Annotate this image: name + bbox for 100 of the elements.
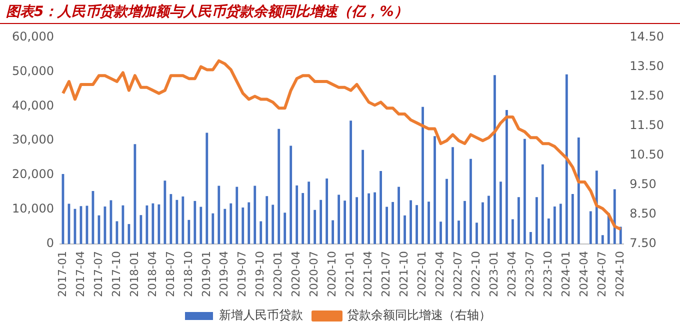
bar bbox=[458, 220, 460, 244]
y2-tick-label: 14.50 bbox=[630, 29, 664, 44]
y-tick-label: 0 bbox=[46, 236, 54, 250]
bar bbox=[553, 206, 556, 244]
x-tick-label: 2017-07 bbox=[92, 251, 105, 298]
bar bbox=[392, 202, 394, 244]
bar bbox=[380, 170, 382, 244]
y2-tick-label: 8.50 bbox=[630, 206, 656, 221]
bar bbox=[589, 211, 592, 244]
bar bbox=[446, 178, 448, 244]
bar bbox=[212, 213, 214, 244]
bar bbox=[470, 158, 472, 244]
y2-tick-label: 7.50 bbox=[630, 236, 656, 250]
y2-tick-label: 9.50 bbox=[630, 177, 656, 192]
bar bbox=[374, 192, 376, 244]
bar bbox=[565, 74, 568, 244]
y-tick-label: 20,000 bbox=[12, 167, 54, 182]
bar bbox=[140, 215, 142, 244]
bar bbox=[595, 170, 598, 244]
bar bbox=[302, 193, 304, 244]
bar bbox=[404, 215, 406, 244]
bar bbox=[410, 200, 412, 244]
y2-tick-label: 12.50 bbox=[630, 88, 664, 102]
bar bbox=[194, 200, 196, 244]
bar bbox=[440, 222, 442, 244]
bar bbox=[434, 136, 436, 244]
bar bbox=[356, 197, 358, 244]
bar bbox=[368, 193, 370, 244]
bar bbox=[242, 208, 244, 244]
bar bbox=[260, 221, 262, 244]
bar bbox=[506, 110, 508, 244]
y-tick-label: 40,000 bbox=[12, 98, 54, 112]
bar bbox=[530, 232, 532, 244]
bar bbox=[482, 202, 484, 244]
x-tick-label: 2019-04 bbox=[218, 251, 231, 298]
bar bbox=[476, 222, 478, 244]
x-tick-label: 2021-07 bbox=[380, 251, 393, 298]
x-tick-label: 2020-10 bbox=[326, 251, 339, 298]
x-tick-label: 2024-07 bbox=[596, 251, 609, 298]
bar bbox=[541, 164, 544, 244]
bar bbox=[452, 147, 454, 244]
bar bbox=[338, 194, 340, 244]
legend-label: 贷款余额同比增速（右轴） bbox=[347, 308, 491, 322]
bar bbox=[266, 196, 268, 244]
bar bbox=[284, 212, 286, 244]
bar bbox=[146, 205, 148, 244]
x-tick-label: 2018-04 bbox=[146, 251, 159, 298]
bar bbox=[398, 186, 400, 244]
y-tick-label: 50,000 bbox=[12, 64, 54, 78]
bar bbox=[218, 186, 220, 244]
bar bbox=[128, 224, 130, 244]
bar bbox=[290, 146, 292, 244]
x-tick-label: 2021-10 bbox=[398, 251, 411, 298]
bar bbox=[488, 196, 490, 244]
bar bbox=[296, 185, 298, 244]
x-tick-label: 2019-10 bbox=[254, 251, 267, 298]
y-tick-label: 30,000 bbox=[12, 132, 54, 147]
x-tick-label: 2023-01 bbox=[488, 251, 501, 298]
bar bbox=[422, 106, 424, 244]
bar bbox=[230, 203, 232, 244]
bar bbox=[278, 128, 280, 244]
bar bbox=[158, 204, 160, 244]
x-tick-label: 2020-04 bbox=[290, 251, 303, 298]
bar bbox=[326, 178, 328, 244]
x-tick-label: 2017-01 bbox=[56, 251, 69, 298]
bar bbox=[320, 200, 322, 244]
bar bbox=[518, 197, 520, 244]
bar bbox=[176, 200, 178, 244]
x-tick-label: 2021-01 bbox=[344, 251, 357, 298]
x-tick-label: 2022-04 bbox=[434, 251, 447, 298]
bar bbox=[619, 226, 622, 244]
bar bbox=[601, 235, 604, 244]
x-tick-label: 2018-07 bbox=[164, 251, 177, 298]
bar bbox=[559, 204, 562, 244]
x-tick-label: 2018-10 bbox=[182, 251, 195, 298]
bar bbox=[308, 182, 310, 244]
bar bbox=[464, 200, 466, 244]
bar bbox=[188, 220, 190, 244]
x-tick-label: 2023-07 bbox=[524, 251, 537, 298]
x-tick-label: 2022-01 bbox=[416, 251, 429, 298]
y-tick-label: 60,000 bbox=[12, 29, 54, 44]
bar bbox=[428, 202, 430, 244]
bar bbox=[236, 186, 238, 244]
bar bbox=[248, 202, 250, 244]
bar bbox=[613, 189, 616, 244]
x-tick-label: 2024-10 bbox=[614, 251, 627, 298]
y-tick-label: 10,000 bbox=[12, 202, 54, 216]
x-tick-label: 2023-04 bbox=[506, 251, 519, 298]
y2-tick-label: 10.50 bbox=[630, 148, 664, 162]
x-tick-label: 2017-04 bbox=[74, 251, 87, 298]
bar bbox=[344, 200, 346, 244]
bar bbox=[206, 132, 208, 244]
bar bbox=[571, 194, 574, 244]
bar bbox=[224, 208, 226, 244]
x-tick-label: 2020-07 bbox=[308, 251, 321, 298]
x-tick-label: 2020-01 bbox=[272, 251, 285, 298]
x-tick-label: 2019-07 bbox=[236, 251, 249, 298]
bar bbox=[182, 196, 184, 244]
x-tick-label: 2024-01 bbox=[560, 251, 573, 298]
x-tick-label: 2021-04 bbox=[362, 251, 375, 298]
